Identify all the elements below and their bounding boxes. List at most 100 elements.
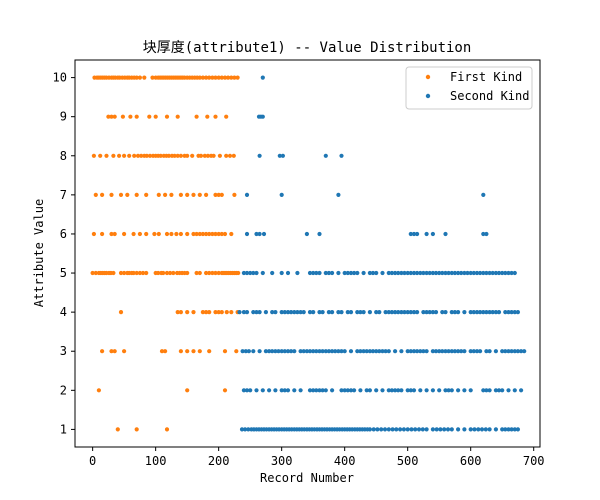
point-second-kind	[339, 349, 344, 354]
point-first-kind	[164, 270, 170, 276]
point-first-kind	[111, 153, 116, 158]
point-second-kind	[437, 270, 442, 276]
point-second-kind	[512, 427, 517, 432]
point-second-kind	[314, 349, 319, 354]
point-second-kind	[449, 310, 454, 315]
point-second-kind	[244, 192, 250, 197]
point-second-kind	[487, 310, 492, 315]
point-first-kind	[213, 310, 218, 315]
point-second-kind	[440, 349, 445, 354]
point-second-kind	[270, 349, 275, 354]
point-second-kind	[421, 310, 426, 315]
point-second-kind	[348, 388, 354, 393]
point-second-kind	[304, 349, 309, 354]
point-second-kind	[443, 231, 448, 237]
point-second-kind	[471, 349, 476, 354]
point-first-kind	[174, 231, 179, 237]
point-second-kind	[389, 310, 394, 315]
point-first-kind	[205, 153, 210, 158]
point-first-kind	[217, 153, 222, 158]
point-second-kind	[370, 349, 376, 354]
point-first-kind	[234, 349, 239, 354]
point-second-kind	[506, 270, 511, 276]
point-second-kind	[415, 310, 420, 315]
point-second-kind	[503, 310, 508, 315]
point-first-kind	[178, 192, 183, 197]
point-second-kind	[468, 270, 473, 276]
point-second-kind	[427, 270, 432, 276]
point-second-kind	[430, 310, 435, 315]
point-second-kind	[311, 310, 316, 315]
point-first-kind	[118, 310, 124, 315]
point-second-kind	[254, 270, 259, 276]
point-first-kind	[200, 75, 205, 80]
point-first-kind	[185, 349, 190, 354]
y-tick-label: 9	[60, 110, 67, 124]
point-second-kind	[317, 310, 322, 315]
point-second-kind	[418, 270, 423, 276]
point-second-kind	[478, 270, 483, 276]
point-first-kind	[229, 231, 234, 237]
point-first-kind	[191, 192, 196, 197]
point-first-kind	[222, 349, 228, 354]
point-second-kind	[462, 270, 467, 276]
point-second-kind	[367, 388, 372, 393]
point-second-kind	[330, 270, 335, 276]
point-second-kind	[411, 231, 417, 237]
x-tick-label: 600	[460, 454, 482, 468]
point-first-kind	[207, 349, 212, 354]
point-second-kind	[295, 310, 300, 315]
point-second-kind	[398, 427, 403, 432]
point-second-kind	[361, 349, 366, 354]
point-second-kind	[263, 310, 268, 315]
point-first-kind	[197, 349, 202, 354]
chart-title: 块厚度(attribute1) -- Value Distribution	[143, 40, 472, 56]
point-second-kind	[317, 231, 322, 237]
point-second-kind	[358, 310, 363, 315]
point-second-kind	[379, 427, 384, 432]
point-second-kind	[348, 270, 354, 276]
point-first-kind	[100, 231, 105, 237]
point-first-kind	[224, 310, 229, 315]
point-second-kind	[374, 349, 379, 354]
point-first-kind	[142, 75, 147, 80]
point-second-kind	[408, 310, 413, 315]
point-second-kind	[424, 349, 429, 354]
point-second-kind	[323, 388, 328, 393]
point-second-kind	[389, 388, 394, 393]
point-second-kind	[465, 270, 470, 276]
point-second-kind	[405, 270, 410, 276]
point-first-kind	[112, 231, 117, 237]
point-second-kind	[307, 388, 313, 393]
x-tick-label: 0	[89, 454, 96, 468]
point-second-kind	[257, 153, 262, 158]
point-first-kind	[150, 75, 155, 80]
point-second-kind	[394, 427, 399, 432]
point-first-kind	[144, 192, 149, 197]
point-second-kind	[445, 427, 451, 432]
point-second-kind	[496, 310, 502, 315]
point-first-kind	[185, 231, 190, 237]
point-second-kind	[270, 310, 275, 315]
point-second-kind	[481, 270, 486, 276]
point-second-kind	[336, 349, 341, 354]
point-first-kind	[198, 153, 204, 158]
point-first-kind	[161, 270, 166, 276]
point-second-kind	[481, 310, 486, 315]
point-first-kind	[207, 231, 212, 237]
point-first-kind	[112, 114, 117, 119]
point-second-kind	[380, 270, 385, 276]
point-first-kind	[204, 270, 209, 276]
point-second-kind	[468, 388, 473, 393]
point-first-kind	[139, 153, 144, 158]
point-first-kind	[197, 231, 202, 237]
point-second-kind	[421, 349, 426, 354]
point-first-kind	[134, 75, 139, 80]
y-axis-ticks: 1 2 3 4 5 6 7 8 9 10	[53, 71, 75, 436]
point-second-kind	[512, 349, 517, 354]
point-second-kind	[472, 427, 477, 432]
point-second-kind	[377, 310, 382, 315]
point-second-kind	[405, 349, 410, 354]
point-second-kind	[424, 388, 429, 393]
point-second-kind	[367, 310, 372, 315]
